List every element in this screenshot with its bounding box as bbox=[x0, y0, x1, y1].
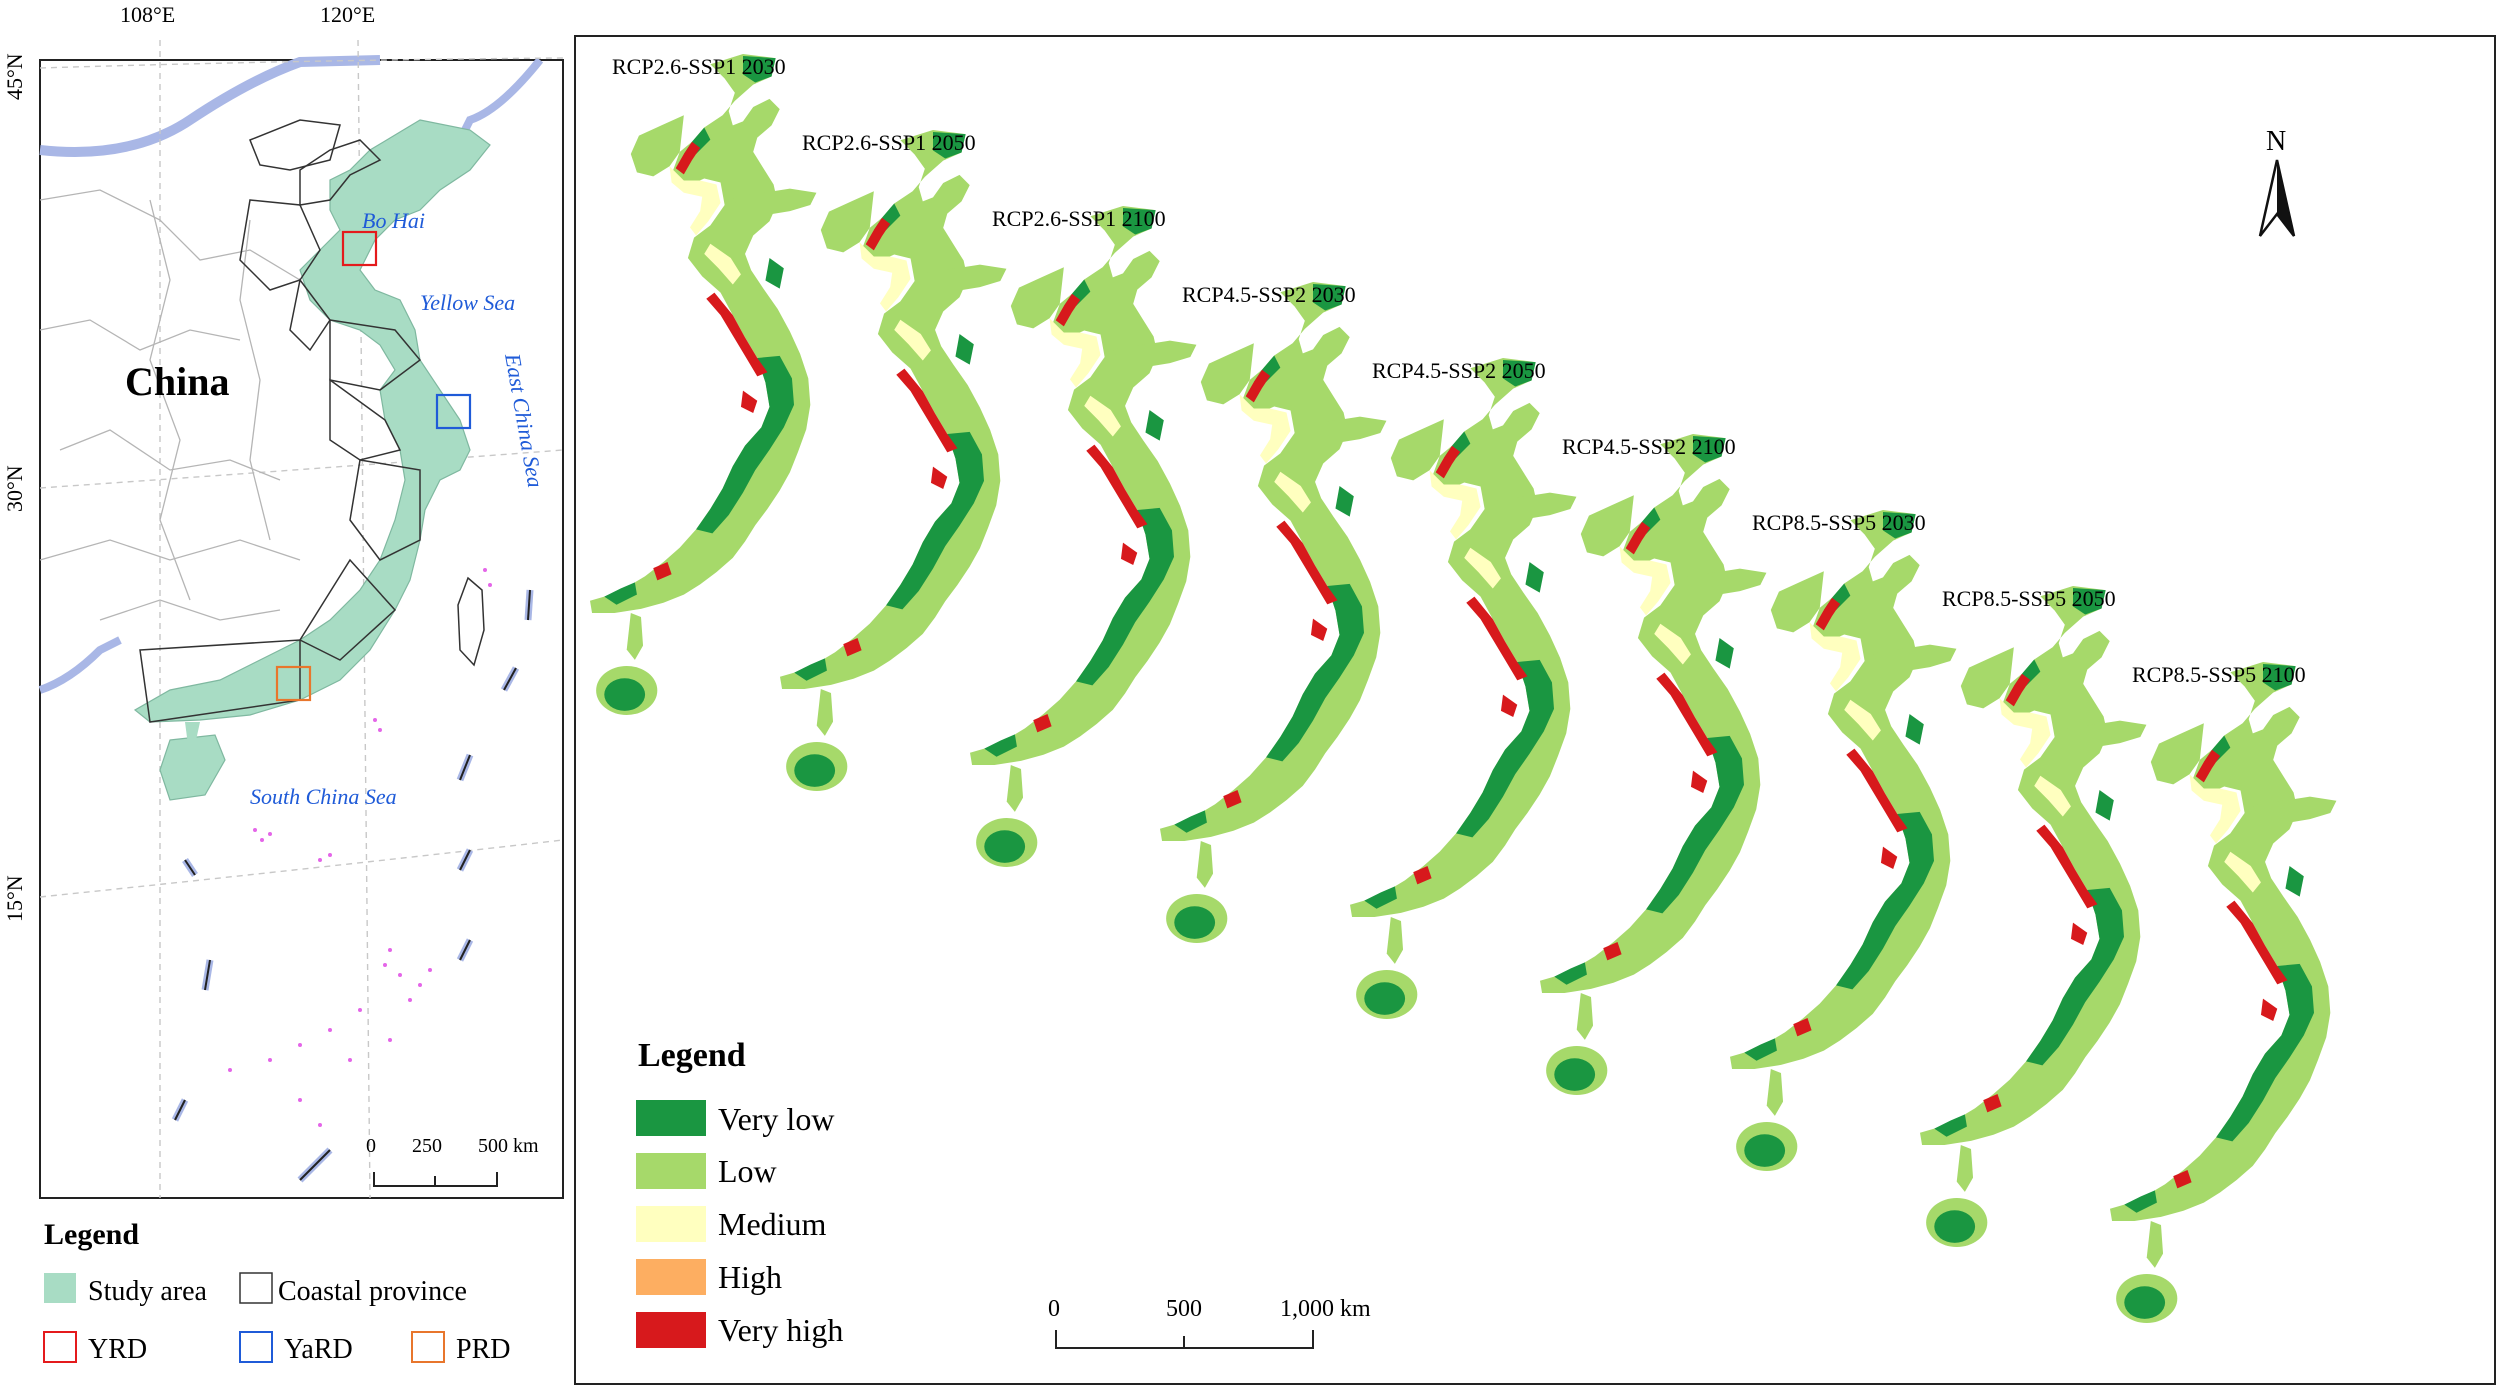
legend-label-study-area: Study area bbox=[88, 1276, 208, 1307]
scenario-map-title: RCP8.5-SSP5 2050 bbox=[1942, 586, 2116, 611]
scenario-map-8: RCP8.5-SSP5 2050 bbox=[1920, 586, 2147, 1247]
scenario-maps: RCP2.6-SSP1 2030 RCP2.6-SSP1 2050 RCP2.6-S… bbox=[590, 54, 2337, 1323]
left-legend: Legend Study area Coastal province YRD Y… bbox=[43, 1218, 510, 1365]
coastal-provinces bbox=[139, 119, 422, 723]
legend-label-yard: YaRD bbox=[284, 1334, 353, 1365]
country-label: China bbox=[125, 359, 230, 404]
risk-label-medium: Medium bbox=[718, 1206, 827, 1242]
scenario-map-4: RCP4.5-SSP2 2030 bbox=[1160, 282, 1387, 943]
north-arrow: N bbox=[2258, 126, 2296, 237]
legend-label-yrd: YRD bbox=[88, 1334, 147, 1365]
scenario-map-title: RCP4.5-SSP2 2100 bbox=[1562, 434, 1736, 459]
legend-swatch-yard bbox=[239, 1331, 273, 1363]
scenario-map-title: RCP4.5-SSP2 2030 bbox=[1182, 282, 1356, 307]
scenario-map-title: RCP2.6-SSP1 2100 bbox=[992, 206, 1166, 231]
scenario-map-7: RCP8.5-SSP5 2030 bbox=[1730, 510, 1957, 1171]
risk-swatch-very-low bbox=[636, 1100, 706, 1136]
svg-text:500 km: 500 km bbox=[478, 1135, 539, 1157]
lon-label-120: 120°E bbox=[320, 2, 375, 27]
locator-map: 108°E 120°E 45°N 30°N 15°N China Bo Hai … bbox=[2, 2, 564, 1199]
scenario-map-6: RCP4.5-SSP2 2100 bbox=[1540, 434, 1767, 1095]
scenario-map-3: RCP2.6-SSP1 2100 bbox=[970, 206, 1197, 867]
yrd-box bbox=[341, 230, 378, 267]
leizhou-study bbox=[185, 722, 200, 745]
scenario-map-1: RCP2.6-SSP1 2030 bbox=[590, 54, 817, 715]
sea-label-south-china: South China Sea bbox=[250, 784, 397, 809]
main-scale-bar: 0 500 1,000 km bbox=[1048, 1296, 1371, 1349]
svg-text:250: 250 bbox=[412, 1135, 442, 1157]
risk-label-very-high: Very high bbox=[718, 1312, 843, 1348]
hainan-study bbox=[159, 734, 226, 801]
scenario-map-title: RCP2.6-SSP1 2030 bbox=[612, 54, 786, 79]
risk-swatch-medium bbox=[636, 1206, 706, 1242]
risk-label-high: High bbox=[718, 1259, 782, 1295]
risk-legend-title: Legend bbox=[638, 1037, 746, 1074]
scenario-map-title: RCP2.6-SSP1 2050 bbox=[802, 130, 976, 155]
scenario-map-title: RCP4.5-SSP2 2050 bbox=[1372, 358, 1546, 383]
svg-text:0: 0 bbox=[366, 1135, 376, 1157]
risk-label-very-low: Very low bbox=[718, 1101, 834, 1137]
risk-swatch-low bbox=[636, 1153, 706, 1189]
main-scale-tick-500: 500 bbox=[1166, 1296, 1202, 1322]
left-legend-title: Legend bbox=[44, 1218, 139, 1251]
scenario-map-title: RCP8.5-SSP5 2100 bbox=[2132, 662, 2306, 687]
legend-label-coastal-province: Coastal province bbox=[278, 1276, 467, 1307]
risk-label-low: Low bbox=[718, 1153, 777, 1189]
locator-scale-bar: 0 250 500 km bbox=[366, 1135, 539, 1187]
province-boundaries bbox=[39, 189, 301, 621]
sea-label-bohai: Bo Hai bbox=[362, 208, 425, 233]
legend-label-prd: PRD bbox=[456, 1334, 510, 1365]
ne-boundary bbox=[436, 57, 544, 182]
risk-swatch-very-high bbox=[636, 1312, 706, 1348]
scenario-map-5: RCP4.5-SSP2 2050 bbox=[1350, 358, 1577, 1019]
lon-label-108: 108°E bbox=[120, 2, 175, 27]
main-scale-tick-0: 0 bbox=[1048, 1296, 1060, 1322]
scenario-map-9: RCP8.5-SSP5 2100 bbox=[2110, 662, 2337, 1323]
main-scale-tick-1000: 1,000 km bbox=[1280, 1296, 1371, 1322]
legend-swatch-prd bbox=[411, 1331, 445, 1363]
lat-label-30: 30°N bbox=[2, 465, 27, 512]
northern-boundary bbox=[39, 55, 381, 157]
legend-swatch-coastal-province bbox=[239, 1272, 273, 1304]
west-boundary bbox=[38, 636, 122, 694]
prd-box bbox=[275, 665, 312, 702]
lat-label-15: 15°N bbox=[2, 875, 27, 922]
taiwan bbox=[457, 576, 485, 667]
north-arrow-label: N bbox=[2266, 126, 2286, 157]
risk-swatch-high bbox=[636, 1259, 706, 1295]
risk-legend: Legend Very low Low Medium High Very hig… bbox=[636, 1037, 843, 1348]
legend-swatch-study-area bbox=[44, 1273, 76, 1303]
yard-box bbox=[435, 393, 472, 430]
legend-swatch-yrd bbox=[43, 1331, 77, 1363]
scenario-map-2: RCP2.6-SSP1 2050 bbox=[780, 130, 1007, 791]
lat-label-45: 45°N bbox=[2, 53, 27, 100]
graticule bbox=[39, 39, 564, 1199]
sea-label-yellow: Yellow Sea bbox=[420, 290, 515, 315]
scenario-map-title: RCP8.5-SSP5 2030 bbox=[1752, 510, 1926, 535]
scattered-islands bbox=[228, 568, 492, 1127]
